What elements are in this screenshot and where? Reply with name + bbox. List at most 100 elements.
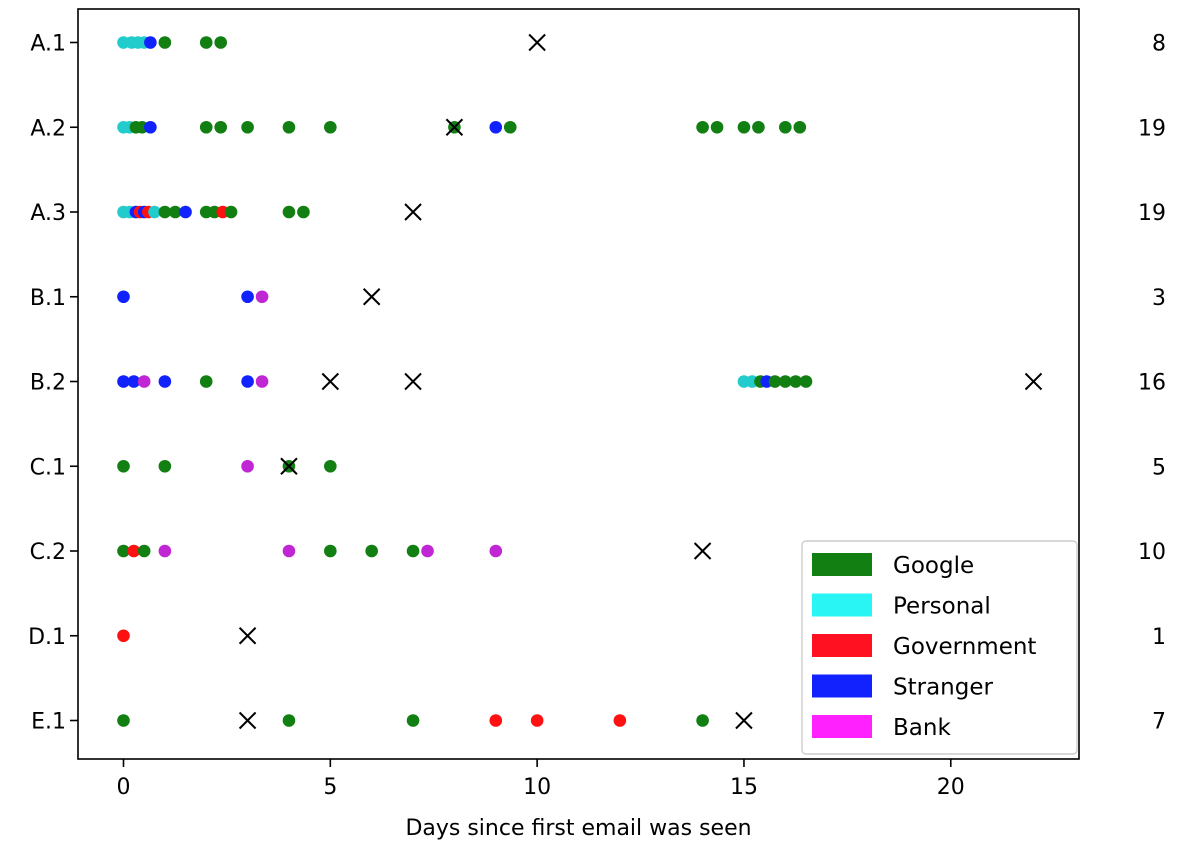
x-marker xyxy=(238,711,257,730)
x-tick-label: 20 xyxy=(937,775,965,800)
row-count: 1 xyxy=(1152,625,1166,650)
plot-frame xyxy=(77,8,1080,760)
row-count: 5 xyxy=(1152,455,1166,480)
y-tick-label: B.2 xyxy=(30,371,66,396)
x-axis-label: Days since first email was seen xyxy=(405,816,751,841)
legend-swatch-bank xyxy=(812,715,872,738)
legend-label-government: Government xyxy=(893,634,1036,660)
data-point-google xyxy=(768,375,782,388)
legend-swatch-stranger xyxy=(812,674,872,698)
y-tick-label: A.2 xyxy=(30,116,66,141)
data-point-google xyxy=(779,120,792,134)
x-marker xyxy=(445,118,464,136)
row-count: 16 xyxy=(1138,371,1166,396)
data-point-bank xyxy=(241,459,254,473)
data-point-google xyxy=(199,375,213,388)
x-marker xyxy=(404,372,422,391)
row-counts: 8 19 19 3 16 5 10 1 7 xyxy=(1138,32,1166,735)
x-marker xyxy=(362,288,381,306)
y-tick-label: A.1 xyxy=(30,32,66,57)
y-tick-label: D.1 xyxy=(28,625,66,650)
data-point-google xyxy=(406,714,420,727)
data-point-google xyxy=(365,544,378,558)
y-tick-label: C.2 xyxy=(30,540,66,565)
data-point-stranger xyxy=(179,205,192,219)
data-point-bank xyxy=(282,544,296,558)
data-point-personal xyxy=(148,205,161,219)
y-axis: A.1 A.2 A.3 B.1 B.2 C.1 C.2 D.1 E.1 xyxy=(28,32,78,735)
y-tick-label: B.1 xyxy=(30,286,66,311)
data-point-google xyxy=(737,120,751,134)
x-marker xyxy=(1024,372,1043,391)
data-point-stranger xyxy=(241,290,254,304)
data-point-google xyxy=(241,120,254,134)
legend-swatch-personal xyxy=(812,593,872,617)
legend-swatch-google xyxy=(812,553,872,576)
data-point-bank xyxy=(255,375,269,388)
x-tick-label: 15 xyxy=(730,775,758,800)
legend-swatch-government xyxy=(812,634,872,657)
data-point-google xyxy=(324,544,337,558)
data-point-stranger xyxy=(489,120,503,134)
row-count: 19 xyxy=(1138,201,1166,226)
legend-label-google: Google xyxy=(893,553,974,579)
data-point-government xyxy=(613,714,627,727)
data-point-google xyxy=(324,459,337,473)
data-point-google xyxy=(789,375,802,388)
row-count: 7 xyxy=(1152,710,1166,735)
data-point-google xyxy=(282,120,296,134)
data-point-bank xyxy=(489,544,503,558)
x-axis: 0 5 10 15 20 xyxy=(117,759,965,800)
data-point-bank xyxy=(158,544,172,558)
data-point-google xyxy=(117,544,130,558)
legend-label-stranger: Stranger xyxy=(893,675,993,701)
data-point-government xyxy=(489,714,503,727)
data-point-google xyxy=(282,714,296,727)
legend-label-bank: Bank xyxy=(893,715,951,741)
data-point-government xyxy=(117,629,130,643)
x-marker xyxy=(404,203,422,221)
row-count: 8 xyxy=(1152,32,1166,57)
data-point-google xyxy=(696,714,709,727)
row-count: 10 xyxy=(1138,540,1166,565)
data-point-stranger xyxy=(144,36,157,49)
row-count: 19 xyxy=(1138,116,1166,141)
data-point-google xyxy=(752,120,765,134)
data-point-google xyxy=(214,36,228,49)
data-point-stranger xyxy=(117,375,130,388)
data-point-google xyxy=(158,205,172,219)
data-point-google xyxy=(696,120,709,134)
x-marker xyxy=(321,372,340,391)
y-tick-label: A.3 xyxy=(30,201,66,226)
data-point-google xyxy=(214,120,228,134)
plot-area xyxy=(117,36,813,727)
data-point-google xyxy=(199,120,213,134)
row-count: 3 xyxy=(1152,286,1166,311)
data-point-google xyxy=(710,120,724,134)
x-tick-label: 5 xyxy=(323,775,337,800)
data-point-google xyxy=(324,120,337,134)
data-point-government xyxy=(127,544,141,558)
data-point-google xyxy=(406,544,420,558)
x-marker xyxy=(693,542,712,560)
legend-label-personal: Personal xyxy=(893,594,991,620)
data-point-google xyxy=(503,120,517,134)
legend: Google Personal Government Stranger Bank xyxy=(801,540,1078,755)
x-marker xyxy=(735,711,753,730)
y-tick-label: C.1 xyxy=(30,455,66,480)
x-tick-label: 0 xyxy=(117,775,131,800)
x-marker xyxy=(238,627,257,645)
data-point-google xyxy=(793,120,807,134)
data-point-google xyxy=(799,375,813,388)
data-point-google xyxy=(168,205,182,219)
data-point-bank xyxy=(421,544,434,558)
data-point-stranger xyxy=(158,375,172,388)
data-point-google xyxy=(137,544,151,558)
data-point-bank xyxy=(137,375,151,388)
data-point-stranger xyxy=(127,375,141,388)
data-point-google xyxy=(779,375,792,388)
data-point-google xyxy=(117,714,130,727)
data-point-google xyxy=(224,205,238,219)
data-point-stranger xyxy=(241,375,254,388)
data-point-stranger xyxy=(144,120,157,134)
